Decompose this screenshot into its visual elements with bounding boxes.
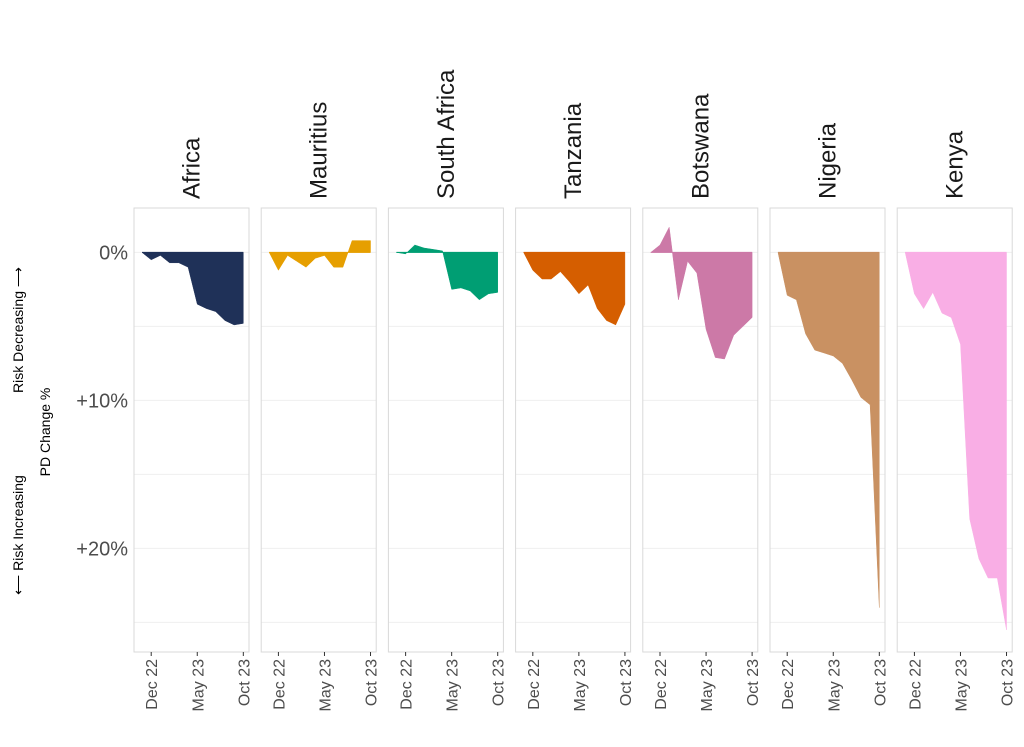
y-tick-label: +20% [76, 538, 128, 560]
y-tick-label: +10% [76, 390, 128, 412]
x-tick-label: Oct 23 [491, 659, 508, 706]
panel-tanzania: Tanzania Dec 22 May 23 Oct 23 [515, 102, 635, 712]
risk-increasing-annotation: ⟵ Risk Increasing [10, 475, 26, 595]
panel-nigeria: Nigeria Dec 22 May 23 Oct 23 [769, 122, 889, 712]
panel-border [515, 207, 632, 653]
panel-title: Africa [179, 137, 206, 199]
x-tick-label: Oct 23 [745, 659, 762, 706]
panel-title: Botswana [687, 93, 714, 199]
panel-border [260, 207, 377, 653]
x-tick-label: Dec 22 [780, 659, 797, 710]
x-tick-label: May 23 [445, 659, 462, 712]
panel-border [387, 207, 504, 653]
x-tick-label: Dec 22 [907, 659, 924, 710]
x-tick-label: Oct 23 [364, 659, 381, 706]
x-tick-label: Oct 23 [872, 659, 889, 706]
panel-title: South Africa [433, 69, 460, 199]
x-tick-label: Oct 23 [618, 659, 635, 706]
area-series [268, 240, 371, 271]
panel-south-africa: South Africa Dec 22 May 23 Oct 23 [387, 69, 508, 712]
x-tick-label: Oct 23 [1000, 659, 1017, 706]
panel-kenya: Kenya Dec 22 May 23 Oct 23 [896, 130, 1017, 712]
panel-mauritius: Mauritius Dec 22 May 23 Oct 23 [260, 102, 381, 712]
area-series [396, 244, 498, 301]
panel-border [769, 207, 886, 653]
panel-border [642, 207, 759, 653]
panel-title: Tanzania [560, 102, 587, 199]
area-series [523, 252, 626, 326]
area-series [777, 252, 880, 608]
x-tick-label: Dec 22 [399, 659, 416, 710]
x-tick-label: May 23 [317, 659, 334, 712]
panel-title: Kenya [942, 130, 969, 199]
y-tick-label: 0% [99, 242, 128, 264]
x-tick-label: May 23 [953, 659, 970, 712]
panel-africa: Africa Dec 22 May 23 Oct 23 [133, 137, 253, 712]
panel-botswana: Botswana Dec 22 May 23 Oct 23 [642, 93, 762, 712]
area-series [650, 226, 753, 360]
x-tick-label: May 23 [572, 659, 589, 712]
x-tick-label: Dec 22 [526, 659, 543, 710]
area-series [141, 252, 244, 326]
area-series [904, 252, 1007, 630]
panel-title: Mauritius [306, 102, 333, 199]
x-tick-label: Dec 22 [271, 659, 288, 710]
y-axis-title: PD Change % [37, 388, 53, 477]
panel-title: Nigeria [815, 122, 842, 199]
x-tick-label: May 23 [826, 659, 843, 712]
x-tick-label: Dec 22 [653, 659, 670, 710]
x-tick-label: Dec 22 [144, 659, 161, 710]
x-tick-label: Oct 23 [236, 659, 253, 706]
y-axis-ticks: 0% +10% +20% [76, 242, 128, 560]
risk-decreasing-annotation: Risk Decreasing ⟶ [10, 267, 26, 393]
panel-border [133, 207, 250, 653]
x-tick-label: May 23 [699, 659, 716, 712]
x-tick-label: May 23 [190, 659, 207, 712]
panel-border [896, 207, 1013, 653]
